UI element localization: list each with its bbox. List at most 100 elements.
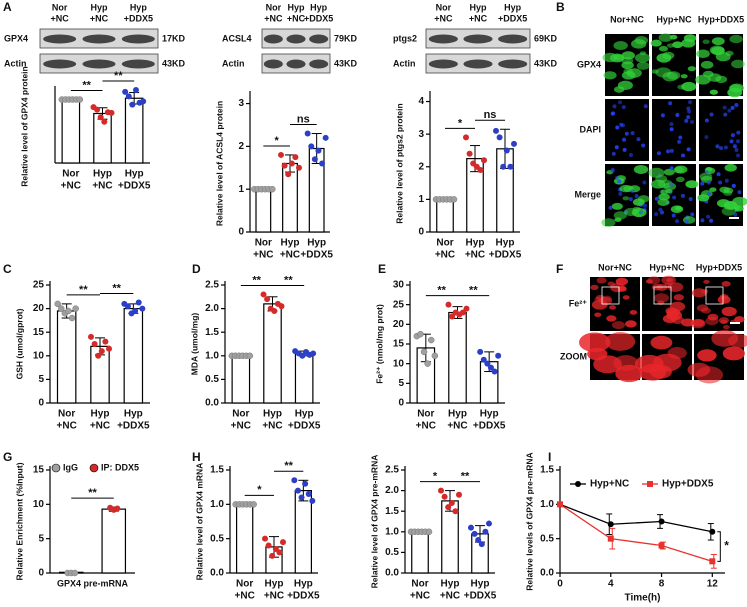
cell (614, 145, 619, 150)
blot-band (121, 59, 155, 69)
y-tick-label: 1.0 (385, 526, 399, 537)
x-tick-label: Nor (255, 238, 272, 249)
data-point (132, 87, 139, 93)
cell (736, 153, 741, 158)
data-point (139, 305, 146, 312)
band-size: 17KD (162, 33, 186, 43)
cell (610, 111, 615, 116)
significance-label: ** (284, 274, 293, 286)
band-size: 43KD (334, 58, 358, 68)
x-tick-label: +NC (90, 421, 110, 432)
blot-band (498, 34, 528, 44)
data-point (276, 549, 283, 556)
y-tick-label: 1.0 (540, 499, 554, 510)
data-point (456, 491, 462, 498)
cell (606, 315, 617, 322)
data-point (71, 569, 79, 577)
cell (651, 69, 659, 74)
data-point (452, 508, 459, 515)
cell (731, 59, 745, 69)
data-point (466, 150, 473, 157)
cell (729, 139, 734, 144)
cell (690, 212, 695, 217)
image-row-label: Fe²⁺ (569, 298, 588, 308)
y-tick-label: 1.5 (205, 327, 219, 338)
cell (622, 295, 630, 300)
y-tick-label: 15 (33, 327, 45, 338)
data-point (294, 487, 301, 494)
cell (617, 80, 633, 91)
x-tick-label: +NC (435, 250, 455, 261)
cell (700, 289, 709, 294)
data-point (102, 338, 109, 345)
cell (704, 135, 709, 140)
cell (642, 203, 647, 208)
data-point (448, 499, 455, 506)
cell (665, 188, 673, 194)
cell (723, 145, 728, 150)
data-point (308, 143, 315, 150)
y-axis-label: Relative level of GPX4 protein (19, 66, 29, 186)
data-point (108, 109, 115, 116)
y-tick-label: 5 (38, 374, 44, 385)
x-tick-label: Nor (417, 409, 434, 420)
significance-bracket (717, 531, 721, 562)
cell (669, 148, 674, 153)
cell (613, 41, 628, 51)
cell (653, 293, 670, 303)
cell (630, 131, 635, 136)
zoom-box (705, 286, 724, 305)
data-point (480, 356, 487, 363)
data-point (135, 299, 142, 306)
data-point (125, 93, 132, 100)
protein-label: ptgs2 (393, 33, 417, 43)
y-tick-label: 0 (398, 398, 404, 409)
cell (635, 354, 664, 373)
significance-label: ** (284, 460, 293, 472)
data-point (292, 154, 299, 161)
data-point (98, 348, 105, 355)
data-point (459, 309, 466, 316)
x-tick-label: +NC (280, 250, 300, 261)
marker (607, 521, 614, 528)
cell (618, 191, 623, 196)
y-tick-label: 0.5 (540, 533, 554, 544)
cell (723, 112, 728, 117)
data-point (260, 291, 267, 298)
data-point (280, 539, 286, 546)
blot-band (309, 59, 329, 69)
panel-label: B (556, 0, 565, 14)
panel-label: D (192, 262, 201, 276)
cell (731, 183, 736, 188)
cell (677, 139, 682, 144)
cell (690, 120, 695, 125)
significance-label: * (257, 484, 262, 496)
blot-band (82, 34, 116, 44)
y-tick-label: 0.0 (210, 568, 224, 579)
cell (610, 167, 615, 172)
cell (612, 321, 625, 330)
x-tick-label: 4 (608, 579, 614, 590)
y-tick-label: 25 (33, 280, 45, 291)
blot-band (428, 34, 458, 44)
cell (736, 130, 741, 135)
cell (727, 108, 732, 113)
data-point (424, 360, 431, 367)
data-point (484, 360, 491, 367)
cell (723, 201, 738, 211)
cell (734, 316, 745, 323)
cell (601, 218, 616, 228)
band-size: 43KD (162, 58, 186, 68)
data-point (285, 171, 292, 178)
significance-label: ** (79, 284, 88, 296)
cell (700, 181, 705, 186)
cell (722, 105, 727, 110)
lane-label: +DDX5 (498, 13, 527, 23)
data-point (269, 185, 276, 193)
data-point (72, 305, 79, 312)
cell (686, 106, 691, 111)
cell (719, 294, 729, 300)
protein-label: ACSL4 (222, 33, 252, 43)
x-tick-label: GPX4 pre-mRNA (57, 578, 129, 588)
